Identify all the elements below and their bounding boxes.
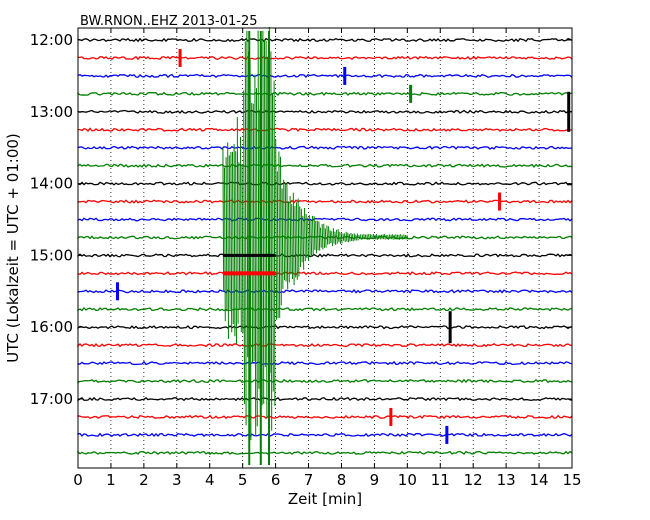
x-tick-label: 0: [73, 471, 83, 489]
x-axis-label: Zeit [min]: [288, 490, 362, 508]
x-tick-label: 9: [370, 471, 380, 489]
y-tick-label: 15:00: [30, 246, 73, 264]
x-tick-label: 3: [172, 471, 182, 489]
x-tick-label: 14: [530, 471, 549, 489]
x-tick-label: 8: [337, 471, 347, 489]
spike: [178, 48, 182, 67]
x-tick-label: 12: [464, 471, 483, 489]
trace-1715: [77, 414, 573, 420]
event-red-band: [222, 271, 276, 276]
trace-1645: [77, 378, 573, 384]
trace-1430: [77, 217, 573, 222]
trace-1615: [77, 342, 573, 348]
x-axis: 0 1 2 3 4 5 6 7 8 9 10 11 12 13 14 15: [73, 28, 582, 489]
spike: [343, 66, 347, 85]
x-tick-label: 4: [205, 471, 215, 489]
x-tick-label: 5: [238, 471, 248, 489]
trace-1530: [77, 289, 573, 294]
event-black-band: [222, 253, 276, 257]
trace-1600: [77, 325, 573, 330]
trace-1545: [77, 307, 573, 312]
trace-1445: [77, 235, 573, 240]
trace-1745: [77, 450, 573, 455]
spike: [389, 407, 393, 426]
x-tick-label: 13: [497, 471, 516, 489]
trace-1730: [77, 432, 573, 438]
chart-title: BW.RNON..EHZ 2013-01-25: [80, 14, 258, 29]
spike: [498, 192, 502, 211]
trace-1215: [77, 55, 573, 61]
event-waveform: [222, 26, 409, 441]
trace-1245: [77, 91, 573, 97]
spike: [116, 282, 120, 301]
trace-1630: [77, 360, 573, 366]
event-signal: [222, 26, 409, 465]
x-tick-label: 1: [106, 471, 116, 489]
trace-1345: [77, 163, 573, 168]
x-tick-label: 15: [562, 471, 581, 489]
trace-1415: [77, 199, 573, 204]
traces: [77, 37, 573, 455]
trace-1400: [77, 181, 573, 186]
y-tick-label: 16:00: [30, 318, 73, 336]
trace-1230: [77, 73, 573, 79]
trace-1330: [77, 145, 573, 150]
trace-1700: [77, 396, 573, 402]
trace-1300: [77, 109, 573, 114]
trace-1500: [77, 253, 573, 258]
x-tick-label: 7: [304, 471, 314, 489]
y-axis: 12:00 13:00 14:00 15:00 16:00 17:00: [30, 31, 572, 408]
spike: [448, 311, 452, 344]
x-tick-label: 10: [398, 471, 417, 489]
y-tick-label: 14:00: [30, 175, 73, 193]
spike: [445, 425, 449, 444]
y-tick-label: 12:00: [30, 31, 73, 49]
y-axis-label: UTC (Lokalzeit = UTC + 01:00): [4, 133, 22, 363]
spike: [409, 84, 413, 103]
trace-1515: [77, 271, 573, 276]
trace-1315: [77, 127, 573, 132]
trace-1200: [77, 37, 573, 43]
y-tick-label: 13:00: [30, 103, 73, 121]
plot-frame: [77, 27, 573, 469]
y-tick-label: 17:00: [30, 390, 73, 408]
x-tick-label: 11: [431, 471, 450, 489]
x-tick-label: 2: [139, 471, 149, 489]
x-tick-label: 6: [271, 471, 281, 489]
